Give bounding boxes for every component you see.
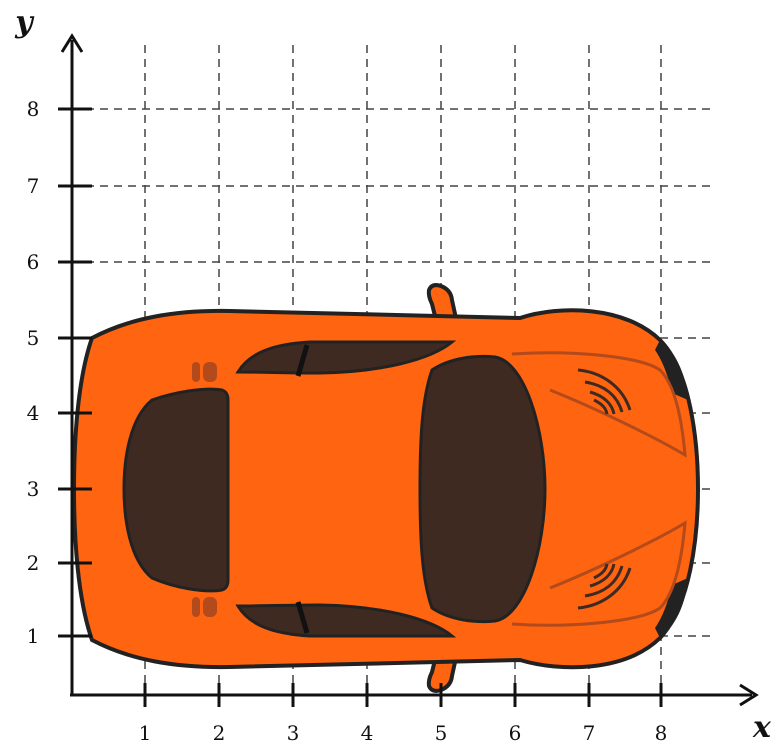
y-tick-label-7: 7 <box>27 174 40 198</box>
y-tick-labels: 1 2 3 4 5 6 7 8 <box>27 97 40 648</box>
car-side-window-top <box>235 340 457 375</box>
x-tick-label-1: 1 <box>139 721 152 745</box>
axes <box>58 33 759 707</box>
car-rear-light-top <box>192 362 217 382</box>
y-axis-name: y <box>14 5 35 40</box>
x-axis-name: x <box>752 710 772 745</box>
y-tick-label-2: 2 <box>27 551 40 575</box>
y-axis-arrow <box>60 33 84 53</box>
car-hood-vent-top <box>577 368 632 415</box>
car-rear-light-bottom <box>192 597 217 617</box>
car-windshield <box>418 354 547 624</box>
x-tick-label-5: 5 <box>435 721 448 745</box>
x-tick-label-3: 3 <box>287 721 300 745</box>
y-tick-label-6: 6 <box>27 250 40 274</box>
x-tick-label-2: 2 <box>213 721 226 745</box>
x-tick-label-4: 4 <box>361 721 374 745</box>
car-front-wheel-bottom <box>655 578 688 638</box>
car-rear-window <box>122 387 230 593</box>
car-side-window-bottom <box>235 603 457 638</box>
x-tick-label-8: 8 <box>655 721 668 745</box>
car-hood-line-top <box>511 351 687 458</box>
y-tick-label-5: 5 <box>27 326 40 350</box>
x-tick-label-7: 7 <box>583 721 596 745</box>
car-front-wheel-top <box>655 340 688 400</box>
x-tick-labels: 1 2 3 4 5 6 7 8 <box>139 721 668 745</box>
car-door-pillar-top <box>295 344 310 377</box>
car-hood-vent-bottom <box>577 563 632 610</box>
y-tick-label-3: 3 <box>27 477 40 501</box>
x-tick-label-6: 6 <box>509 721 522 745</box>
y-tick-label-4: 4 <box>27 401 40 425</box>
y-tick-label-1: 1 <box>27 624 40 648</box>
car-illustration <box>71 283 701 693</box>
y-tick-label-8: 8 <box>27 97 40 121</box>
car-door-pillar-bottom <box>295 601 310 634</box>
x-axis-arrow <box>739 683 759 707</box>
car-hood-line-bottom <box>511 520 687 627</box>
